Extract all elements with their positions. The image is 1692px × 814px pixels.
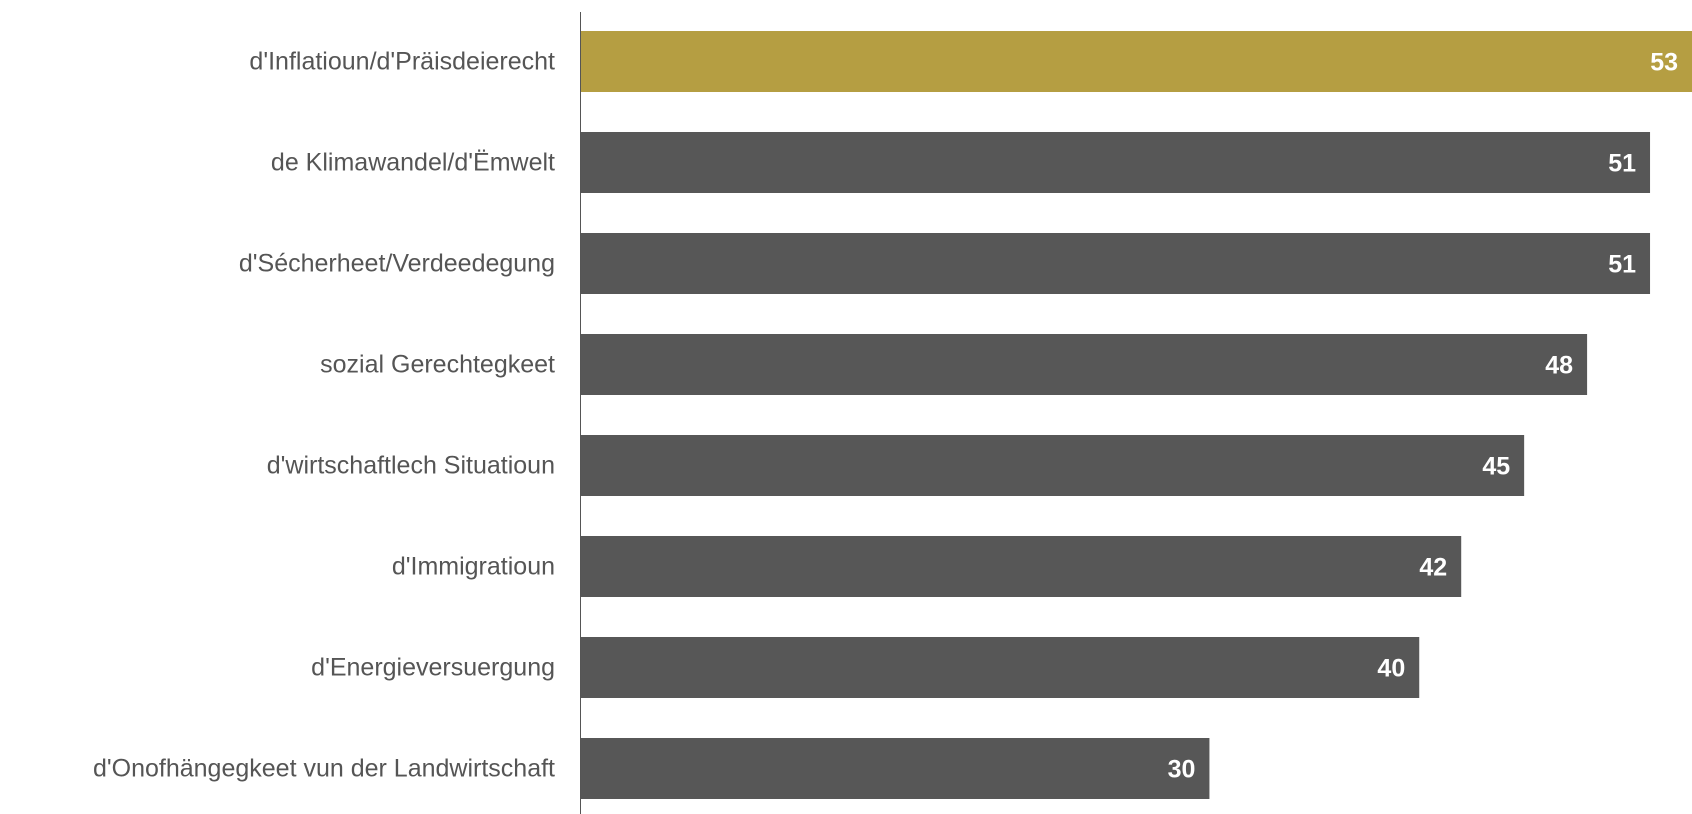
bar-0	[580, 31, 1692, 92]
bar-1	[580, 132, 1651, 193]
value-label: 48	[1545, 352, 1573, 380]
category-label: de Klimawandel/d'Ëmwelt	[271, 149, 555, 177]
category-label: d'Onofhängegkeet vun der Landwirtschaft	[93, 755, 555, 783]
value-label: 45	[1482, 453, 1510, 481]
category-label: d'Energieversuergung	[311, 654, 555, 682]
category-label: d'Inflatioun/d'Präisdeierecht	[249, 48, 555, 76]
value-label: 40	[1377, 655, 1405, 683]
category-label: d'wirtschaftlech Situatioun	[267, 452, 555, 480]
value-label: 53	[1650, 49, 1678, 77]
bar-6	[580, 637, 1420, 698]
bar-5	[580, 536, 1462, 597]
value-label: 51	[1608, 150, 1636, 178]
bar-3	[580, 334, 1588, 395]
value-label: 51	[1608, 251, 1636, 279]
category-label: d'Sécherheet/Verdeedegung	[239, 250, 555, 278]
category-label: sozial Gerechtegkeet	[320, 351, 555, 379]
value-label: 42	[1419, 554, 1447, 582]
bar-7	[580, 738, 1210, 799]
bar-2	[580, 233, 1651, 294]
value-label: 30	[1168, 756, 1196, 784]
bar-4	[580, 435, 1525, 496]
category-label: d'Immigratioun	[392, 553, 555, 581]
